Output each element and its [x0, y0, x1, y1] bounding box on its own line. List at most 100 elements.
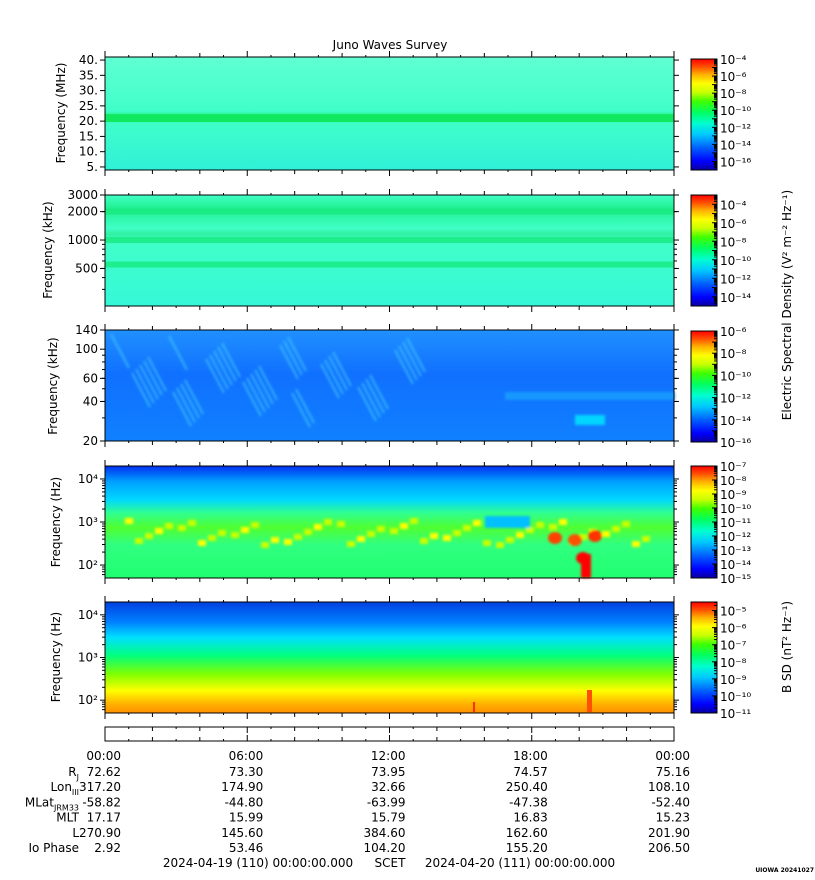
ephemeris-row-label: L [72, 826, 79, 840]
panel-1-ytick-label: 30. [79, 84, 98, 98]
footer-stamp: UIOWA 20241027 [755, 867, 814, 874]
panel-4-ytick-label: 10⁴ [78, 472, 98, 486]
panel-1-colorbar-label: 10⁻⁶ [720, 70, 747, 84]
panel-4-colorbar-label: 10⁻⁷ [720, 460, 747, 474]
panel-3-ytick-label: 40 [83, 394, 98, 408]
ephemeris-value: -63.99 [367, 795, 406, 809]
panel-2-ytick-label: 2000 [67, 205, 98, 219]
ephemeris-value: -58.82 [82, 795, 121, 809]
ephemeris-value: 201.90 [648, 826, 690, 840]
panel-3-x-ticks [104, 324, 675, 447]
panel-4-colorbar-label: 10⁻¹³ [720, 544, 751, 558]
panel-4-colorbar-label: 10⁻¹⁴ [720, 558, 751, 572]
time-tick-label: 00:00 [655, 749, 690, 763]
panel-1-colorbar-label: 10⁻¹² [720, 121, 751, 135]
panel-2-colorbar-label: 10⁻⁸ [720, 235, 747, 249]
panel-3-colorbar: 10⁻⁶ 10⁻⁸ 10⁻¹⁰ 10⁻¹² 10⁻¹⁴ 10⁻¹⁶ [690, 325, 751, 450]
ephemeris-value: 250.40 [506, 780, 548, 794]
panel-1-colorbar-label: 10⁻¹⁰ [720, 104, 751, 118]
panel-1-colorbar-label: 10⁻⁴ [720, 53, 747, 67]
panel-3-colorbar-label: 10⁻¹² [720, 392, 751, 406]
ephemeris-value: 72.62 [87, 765, 121, 779]
panel-5-ytick-label: 10² [78, 693, 98, 707]
panel-5-ytick-label: 10⁴ [78, 608, 98, 622]
panel-2-colorbar-label: 10⁻⁶ [720, 217, 747, 231]
ephemeris-value: -44.80 [225, 795, 264, 809]
ephemeris-value: 174.90 [221, 780, 263, 794]
ephemeris-row-name: L [72, 826, 79, 840]
panel-1-ytick-label: 15. [79, 129, 98, 143]
panel-1-ytick-label: 40. [79, 53, 98, 67]
ephemeris-value: 17.17 [87, 811, 121, 825]
ephemeris-row-name: Lon [51, 780, 72, 794]
panel-4-colorbar-label: 10⁻¹² [720, 530, 751, 544]
panel-2-colorbar-label: 10⁻¹⁰ [720, 254, 751, 268]
ephemeris-value: 15.79 [371, 811, 405, 825]
ephemeris-table: 00:00 06:00 12:00 18:00 00:00 RJ 72.62 73.30 73.… [25, 749, 690, 855]
ephemeris-value: 53.46 [229, 841, 263, 855]
panel-2-colorbar-label: 10⁻¹⁴ [720, 291, 751, 305]
panel-2-colorbar-label: 10⁻¹² [720, 272, 751, 286]
ephemeris-value: 155.20 [506, 841, 548, 855]
time-tick-label: 00:00 [86, 749, 121, 763]
panel-5-colorbar-label: 10⁻⁷ [720, 639, 747, 653]
ephemeris-row-label: RJ [68, 765, 79, 782]
panel-2-ytick-label: 3000 [67, 188, 98, 202]
panel-1-y-axis: 40.35. 30.25.20.15. 10.5. [79, 53, 679, 174]
panel-3-y-axis: 140 100 60 40 20 [75, 323, 679, 448]
panel-3-colorbar-label: 10⁻¹⁰ [720, 369, 751, 383]
panel-5: 10⁴ 10³ 10² Frequency (Hz) 10⁻⁵ 10⁻⁶ 10⁻⁷ 10⁻… [49, 596, 751, 721]
ephemeris-value: 108.10 [648, 780, 690, 794]
ephemeris-value: 145.60 [221, 826, 263, 840]
panel-5-colorbar-label: 10⁻⁹ [720, 673, 747, 687]
time-tick-label: 12:00 [371, 749, 406, 763]
ephemeris-row-name: MLat [25, 795, 54, 809]
time-axis-ticks [104, 727, 675, 741]
ephemeris-value: 75.16 [656, 765, 690, 779]
panel-5-colorbar-label: 10⁻⁶ [720, 622, 747, 636]
panel-2-colorbar-label: 10⁻⁴ [720, 198, 747, 212]
panel-3-colorbar-label: 10⁻⁶ [720, 325, 747, 339]
panel-5-y-axis: 10⁴ 10³ 10² [78, 608, 679, 711]
panel-3-spectrogram [105, 330, 675, 441]
ephemeris-row-subscript: III [72, 788, 79, 797]
panel-5-colorbar-label: 10⁻⁵ [720, 605, 747, 619]
ephemeris-row-subscript: J [76, 773, 79, 782]
ephemeris-value: 16.83 [513, 811, 547, 825]
ephemeris-row-subscript: JRM33 [53, 803, 79, 812]
panel-5-ytick-label: 10³ [78, 651, 98, 665]
panel-4-ytick-label: 10² [78, 558, 98, 572]
ephemeris-value: 162.60 [506, 826, 548, 840]
panel-4-colorbar-label: 10⁻⁸ [720, 474, 747, 488]
panel-4-y-axis: 10⁴ 10³ 10² [78, 472, 679, 576]
panel-1-x-ticks [104, 51, 675, 176]
panel-1-ytick-label: 5. [87, 160, 98, 174]
ephemeris-value: -52.40 [651, 795, 690, 809]
ephemeris-value: 384.60 [364, 826, 406, 840]
panel-2-colorbar: 10⁻⁴ 10⁻⁶ 10⁻⁸ 10⁻¹⁰ 10⁻¹² 10⁻¹⁴ [690, 194, 751, 307]
panel-2-x-ticks [104, 189, 675, 312]
panel-4-ytick-label: 10³ [78, 515, 98, 529]
panel-3-colorbar-label: 10⁻¹⁴ [720, 414, 751, 428]
panel-5-colorbar-label: 10⁻¹⁰ [720, 690, 751, 704]
panel-5-colorbar-label: 10⁻¹¹ [720, 707, 751, 721]
panel-1-ylabel: Frequency (MHz) [54, 63, 68, 164]
panel-4-colorbar-label: 10⁻¹¹ [720, 516, 751, 530]
ephemeris-value: 15.99 [229, 811, 263, 825]
panel-1-colorbar-label: 10⁻¹⁶ [720, 155, 751, 169]
panel-1-spectrogram [105, 57, 674, 170]
ephemeris-value: 15.23 [656, 811, 690, 825]
panel-1-colorbar-label: 10⁻⁸ [720, 87, 747, 101]
ephemeris-value: 270.90 [79, 826, 121, 840]
electric-colorbar-label: Electric Spectral Density (V² m⁻² Hz⁻¹) [780, 190, 794, 420]
ephemeris-row-name: MLT [56, 811, 79, 825]
ephemeris-value: 2.92 [94, 841, 121, 855]
panel-4-colorbar: 10⁻⁷10⁻⁸10⁻⁹10⁻¹⁰10⁻¹¹10⁻¹²10⁻¹³10⁻¹⁴10⁻… [690, 460, 751, 586]
panel-3-ytick-label: 20 [83, 434, 98, 448]
ephemeris-row-label: MLatJRM33 [25, 795, 79, 812]
panel-5-ylabel: Frequency (Hz) [49, 612, 63, 703]
panel-3-ytick-label: 60 [83, 371, 98, 385]
panel-4-x-ticks [104, 460, 675, 584]
ephemeris-row-name: R [68, 765, 76, 779]
